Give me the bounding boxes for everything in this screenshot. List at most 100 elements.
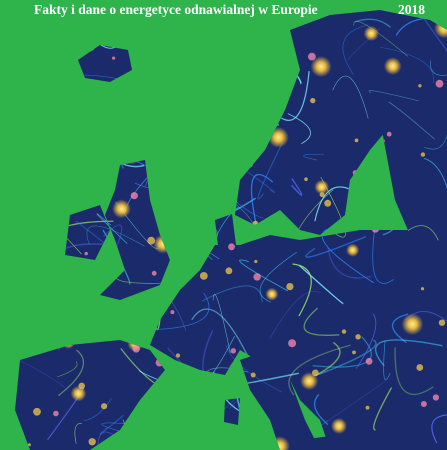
network-line xyxy=(288,344,351,396)
light-dot xyxy=(69,276,73,280)
light-dot xyxy=(27,117,34,124)
light-dot xyxy=(115,93,122,100)
light-dot xyxy=(132,345,140,353)
light-dot xyxy=(30,37,51,58)
network-line xyxy=(200,171,238,205)
light-dot xyxy=(269,30,277,37)
network-line xyxy=(394,347,434,396)
light-dot xyxy=(265,287,279,301)
light-dot xyxy=(61,335,75,349)
network-line xyxy=(178,64,190,116)
light-dot xyxy=(233,128,240,134)
light-dot xyxy=(15,428,20,436)
light-dot xyxy=(88,438,96,446)
network-line xyxy=(246,71,278,133)
light-dot xyxy=(61,103,68,110)
network-line xyxy=(382,196,398,236)
light-dot xyxy=(50,327,58,335)
light-dot xyxy=(172,79,189,96)
network-line xyxy=(314,341,341,377)
network-line xyxy=(374,339,443,367)
light-dot xyxy=(50,286,56,293)
network-line xyxy=(153,292,210,331)
network-line xyxy=(179,24,197,70)
network-line xyxy=(250,173,274,233)
light-dot xyxy=(386,131,392,137)
light-dot xyxy=(371,225,380,233)
light-dot xyxy=(420,287,425,291)
network-line xyxy=(368,90,419,102)
light-dot xyxy=(355,334,361,340)
network-line xyxy=(243,73,266,124)
light-dot xyxy=(123,310,141,329)
light-dot xyxy=(218,62,224,68)
light-dot xyxy=(308,52,316,61)
network-line xyxy=(101,422,130,432)
light-dot xyxy=(112,199,131,219)
network-line xyxy=(27,17,80,63)
network-line xyxy=(62,143,96,174)
light-dot xyxy=(254,259,258,264)
network-line xyxy=(216,60,273,77)
light-dot xyxy=(383,57,402,75)
network-line xyxy=(303,307,340,337)
network-line xyxy=(86,225,145,247)
light-dot xyxy=(175,353,181,358)
light-dot xyxy=(188,260,202,274)
light-dot xyxy=(205,205,219,218)
light-dot xyxy=(310,56,332,78)
network-line xyxy=(191,308,249,357)
network-line xyxy=(56,302,73,333)
network-line xyxy=(318,339,377,376)
network-line xyxy=(15,91,32,113)
light-dot xyxy=(159,423,167,431)
network-line xyxy=(429,55,447,76)
light-dot xyxy=(266,105,272,111)
network-line xyxy=(62,132,84,150)
network-line xyxy=(99,414,124,435)
light-dot xyxy=(215,104,231,119)
network-line xyxy=(196,67,217,125)
network-line xyxy=(204,18,228,45)
light-dot xyxy=(87,44,95,52)
light-dot xyxy=(17,212,25,220)
network-line xyxy=(353,21,409,57)
light-dot xyxy=(149,150,153,154)
light-dot xyxy=(253,273,261,281)
network-line xyxy=(101,103,133,142)
network-line xyxy=(58,349,85,397)
light-dot xyxy=(225,267,233,275)
network-line xyxy=(15,81,31,127)
network-line xyxy=(22,133,43,189)
network-line xyxy=(391,313,409,344)
light-dot xyxy=(186,244,203,261)
network-line xyxy=(292,263,312,317)
network-line xyxy=(372,221,394,284)
network-line xyxy=(15,279,38,321)
network-line xyxy=(291,178,303,196)
light-dot xyxy=(11,161,15,165)
light-dot xyxy=(121,144,142,165)
network-line xyxy=(21,172,77,198)
network-line xyxy=(199,94,234,124)
network-line xyxy=(74,15,117,49)
light-dot xyxy=(155,358,164,367)
network-line xyxy=(83,397,112,422)
light-dot xyxy=(33,407,41,416)
light-dot xyxy=(401,313,424,336)
network-line xyxy=(275,108,279,126)
light-dot xyxy=(30,302,38,311)
network-line xyxy=(201,285,263,303)
light-dot xyxy=(186,229,194,237)
network-line xyxy=(192,176,211,207)
light-dot xyxy=(53,410,59,417)
network-line xyxy=(0,266,8,322)
network-line xyxy=(192,195,214,225)
light-dot xyxy=(432,394,439,401)
light-dot xyxy=(147,236,156,245)
network-line xyxy=(168,19,221,39)
network-line xyxy=(321,228,375,284)
light-dot xyxy=(172,164,178,169)
light-dot xyxy=(418,84,422,88)
